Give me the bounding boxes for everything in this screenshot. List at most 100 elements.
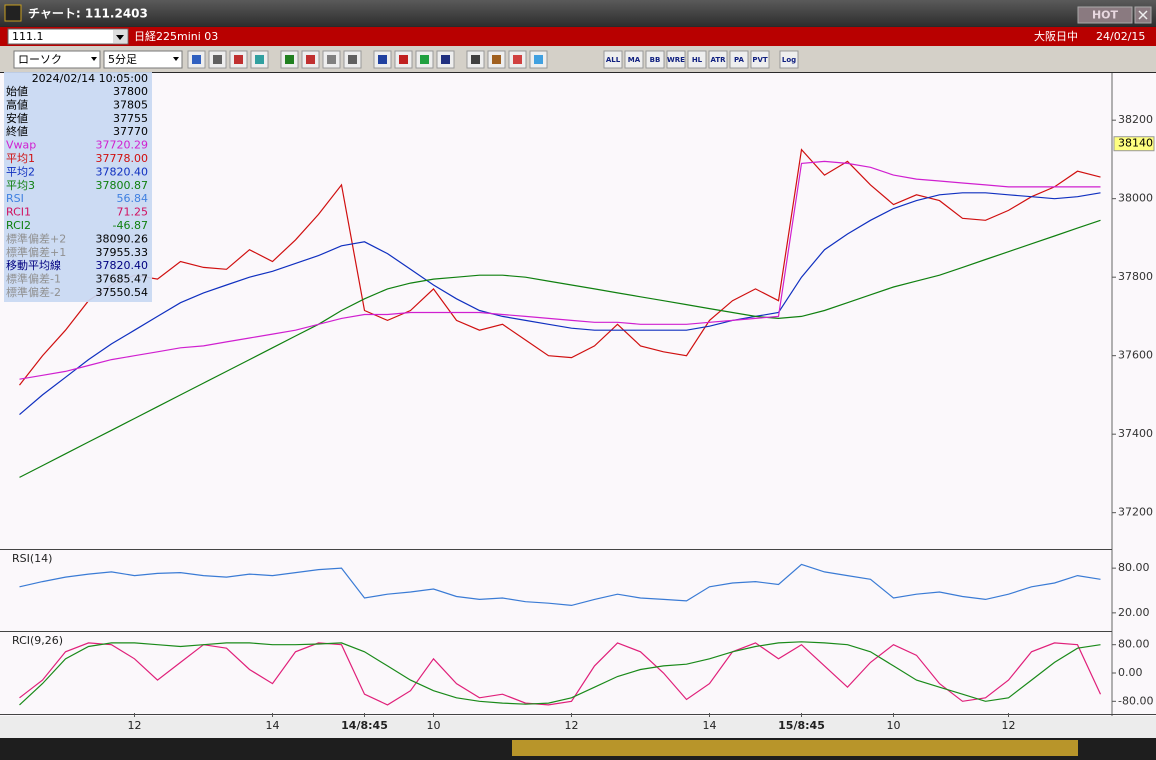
style-select[interactable] xyxy=(13,50,101,69)
toolbar-button[interactable] xyxy=(666,50,686,69)
info-value: 37550.54 xyxy=(96,286,149,299)
icon-glyph xyxy=(399,55,408,64)
series-line xyxy=(19,160,1101,380)
info-label: 標準偏差-2 xyxy=(6,285,61,299)
date: 24/02/15 xyxy=(1096,30,1145,43)
x-tick-label: 10 xyxy=(427,719,441,732)
interval-select[interactable] xyxy=(103,50,183,69)
info-value: 37820.40 xyxy=(96,165,149,178)
price-tag-box xyxy=(1113,136,1155,152)
icon-glyph xyxy=(348,55,357,64)
info-value: 71.25 xyxy=(117,206,149,219)
toolbar-button-label: HL xyxy=(692,56,703,64)
y-tick-label: 80.00 xyxy=(1118,561,1150,574)
series-line xyxy=(19,563,1101,607)
title-bar xyxy=(0,0,1156,26)
toolbar-button[interactable] xyxy=(603,50,623,69)
window-title: チャート: 111.2403 xyxy=(28,7,148,21)
x-tick-label: 14 xyxy=(703,719,717,732)
toolbar-button[interactable] xyxy=(779,50,799,69)
symbol-input[interactable] xyxy=(7,28,129,45)
icon-glyph xyxy=(234,55,243,64)
x-tick-label: 15/8:45 xyxy=(778,719,825,732)
icon-glyph xyxy=(192,55,201,64)
info-value: 37820.40 xyxy=(96,259,149,272)
y-tick-label: 38200 xyxy=(1118,113,1153,126)
toolbar-button-label: Log xyxy=(782,56,796,64)
y-tick-label: 37400 xyxy=(1118,427,1153,440)
info-value: 37770 xyxy=(113,125,148,138)
y-tick-label: -80.00 xyxy=(1118,694,1153,707)
icon-glyph xyxy=(327,55,336,64)
y-tick-label: 0.00 xyxy=(1118,666,1143,679)
dropdown-arrow xyxy=(116,35,124,40)
symbol-bar xyxy=(0,27,1156,46)
series-line xyxy=(19,192,1101,416)
info-timestamp: 2024/02/14 10:05:00 xyxy=(32,72,148,85)
info-label: 高値 xyxy=(6,97,28,111)
info-label: 平均2 xyxy=(6,165,35,178)
y-tick-label: 38000 xyxy=(1118,192,1153,205)
info-value: -46.87 xyxy=(113,219,148,232)
icon-glyph xyxy=(513,55,522,64)
y-tick-label: 20.00 xyxy=(1118,606,1150,619)
series-line xyxy=(19,148,1101,386)
symbol-code: 111.1 xyxy=(12,30,44,43)
info-label: 標準偏差+1 xyxy=(6,245,66,259)
y-tick-label: 37200 xyxy=(1118,506,1153,519)
icon-glyph xyxy=(306,55,315,64)
hot-button[interactable] xyxy=(1077,6,1133,24)
icon-glyph xyxy=(285,55,294,64)
toolbar-button-label: BB xyxy=(650,56,661,64)
icon-glyph xyxy=(420,55,429,64)
info-label: 安値 xyxy=(6,111,28,125)
app-icon xyxy=(4,4,22,22)
dropdown-arrow xyxy=(91,57,97,61)
toolbar-button-label: ALL xyxy=(606,56,621,64)
y-tick-label: 37800 xyxy=(1118,270,1153,283)
info-value: 37685.47 xyxy=(96,273,149,286)
toolbar-button-label: PVT xyxy=(752,56,768,64)
toolbar-button-label: WRE xyxy=(667,56,685,64)
info-panel xyxy=(4,72,152,302)
toolbar-button-label: ATR xyxy=(710,56,726,64)
toolbar-button[interactable] xyxy=(729,50,749,69)
dropdown-arrow xyxy=(173,57,179,61)
info-label: 終値 xyxy=(6,124,28,138)
toolbar-button-label: PA xyxy=(734,56,744,64)
toolbar-button-label: MA xyxy=(628,56,641,64)
info-value: 37800 xyxy=(113,85,148,98)
info-rows: 始値 37800 高値 37805 安値 37755 終値 37770 Vwap 37720.29… xyxy=(6,84,148,299)
toolbar-button[interactable] xyxy=(645,50,665,69)
toolbar-button[interactable] xyxy=(750,50,770,69)
series-line xyxy=(19,641,1101,706)
info-value: 37805 xyxy=(113,98,148,111)
icon-glyph xyxy=(534,55,543,64)
x-tick-label: 12 xyxy=(1002,719,1016,732)
info-label: Vwap xyxy=(6,139,36,152)
x-tick-label: 12 xyxy=(128,719,142,732)
info-label: RCI2 xyxy=(6,219,31,232)
symbol-name: 日経225mini 03 xyxy=(134,30,218,43)
info-label: RSI xyxy=(6,192,24,205)
icon-glyph xyxy=(378,55,387,64)
toolbar-button[interactable] xyxy=(708,50,728,69)
toolbar-button[interactable] xyxy=(624,50,644,69)
icon-glyph xyxy=(213,55,222,64)
info-value: 37755 xyxy=(113,112,148,125)
interval: 5分足 xyxy=(108,53,137,66)
toolbar-button[interactable] xyxy=(687,50,707,69)
plot-layer: 37200 37400 37600 37800 38000 38200 38140 80.00… xyxy=(12,113,1155,732)
info-value: 37778.00 xyxy=(96,152,149,165)
info-label: 標準偏差+2 xyxy=(6,231,66,245)
series-line xyxy=(19,642,1102,706)
info-label: 平均3 xyxy=(6,179,35,192)
icon-glyph xyxy=(255,55,264,64)
close-icon xyxy=(1138,10,1148,20)
toolbar-icons: ALL MA BB WRE HL ATR PA PVT Log xyxy=(187,50,799,69)
x-axis-strip xyxy=(0,716,1156,738)
scroll-thumb[interactable] xyxy=(512,740,1078,756)
info-value: 38090.26 xyxy=(96,232,149,245)
chart-area xyxy=(0,73,1156,716)
